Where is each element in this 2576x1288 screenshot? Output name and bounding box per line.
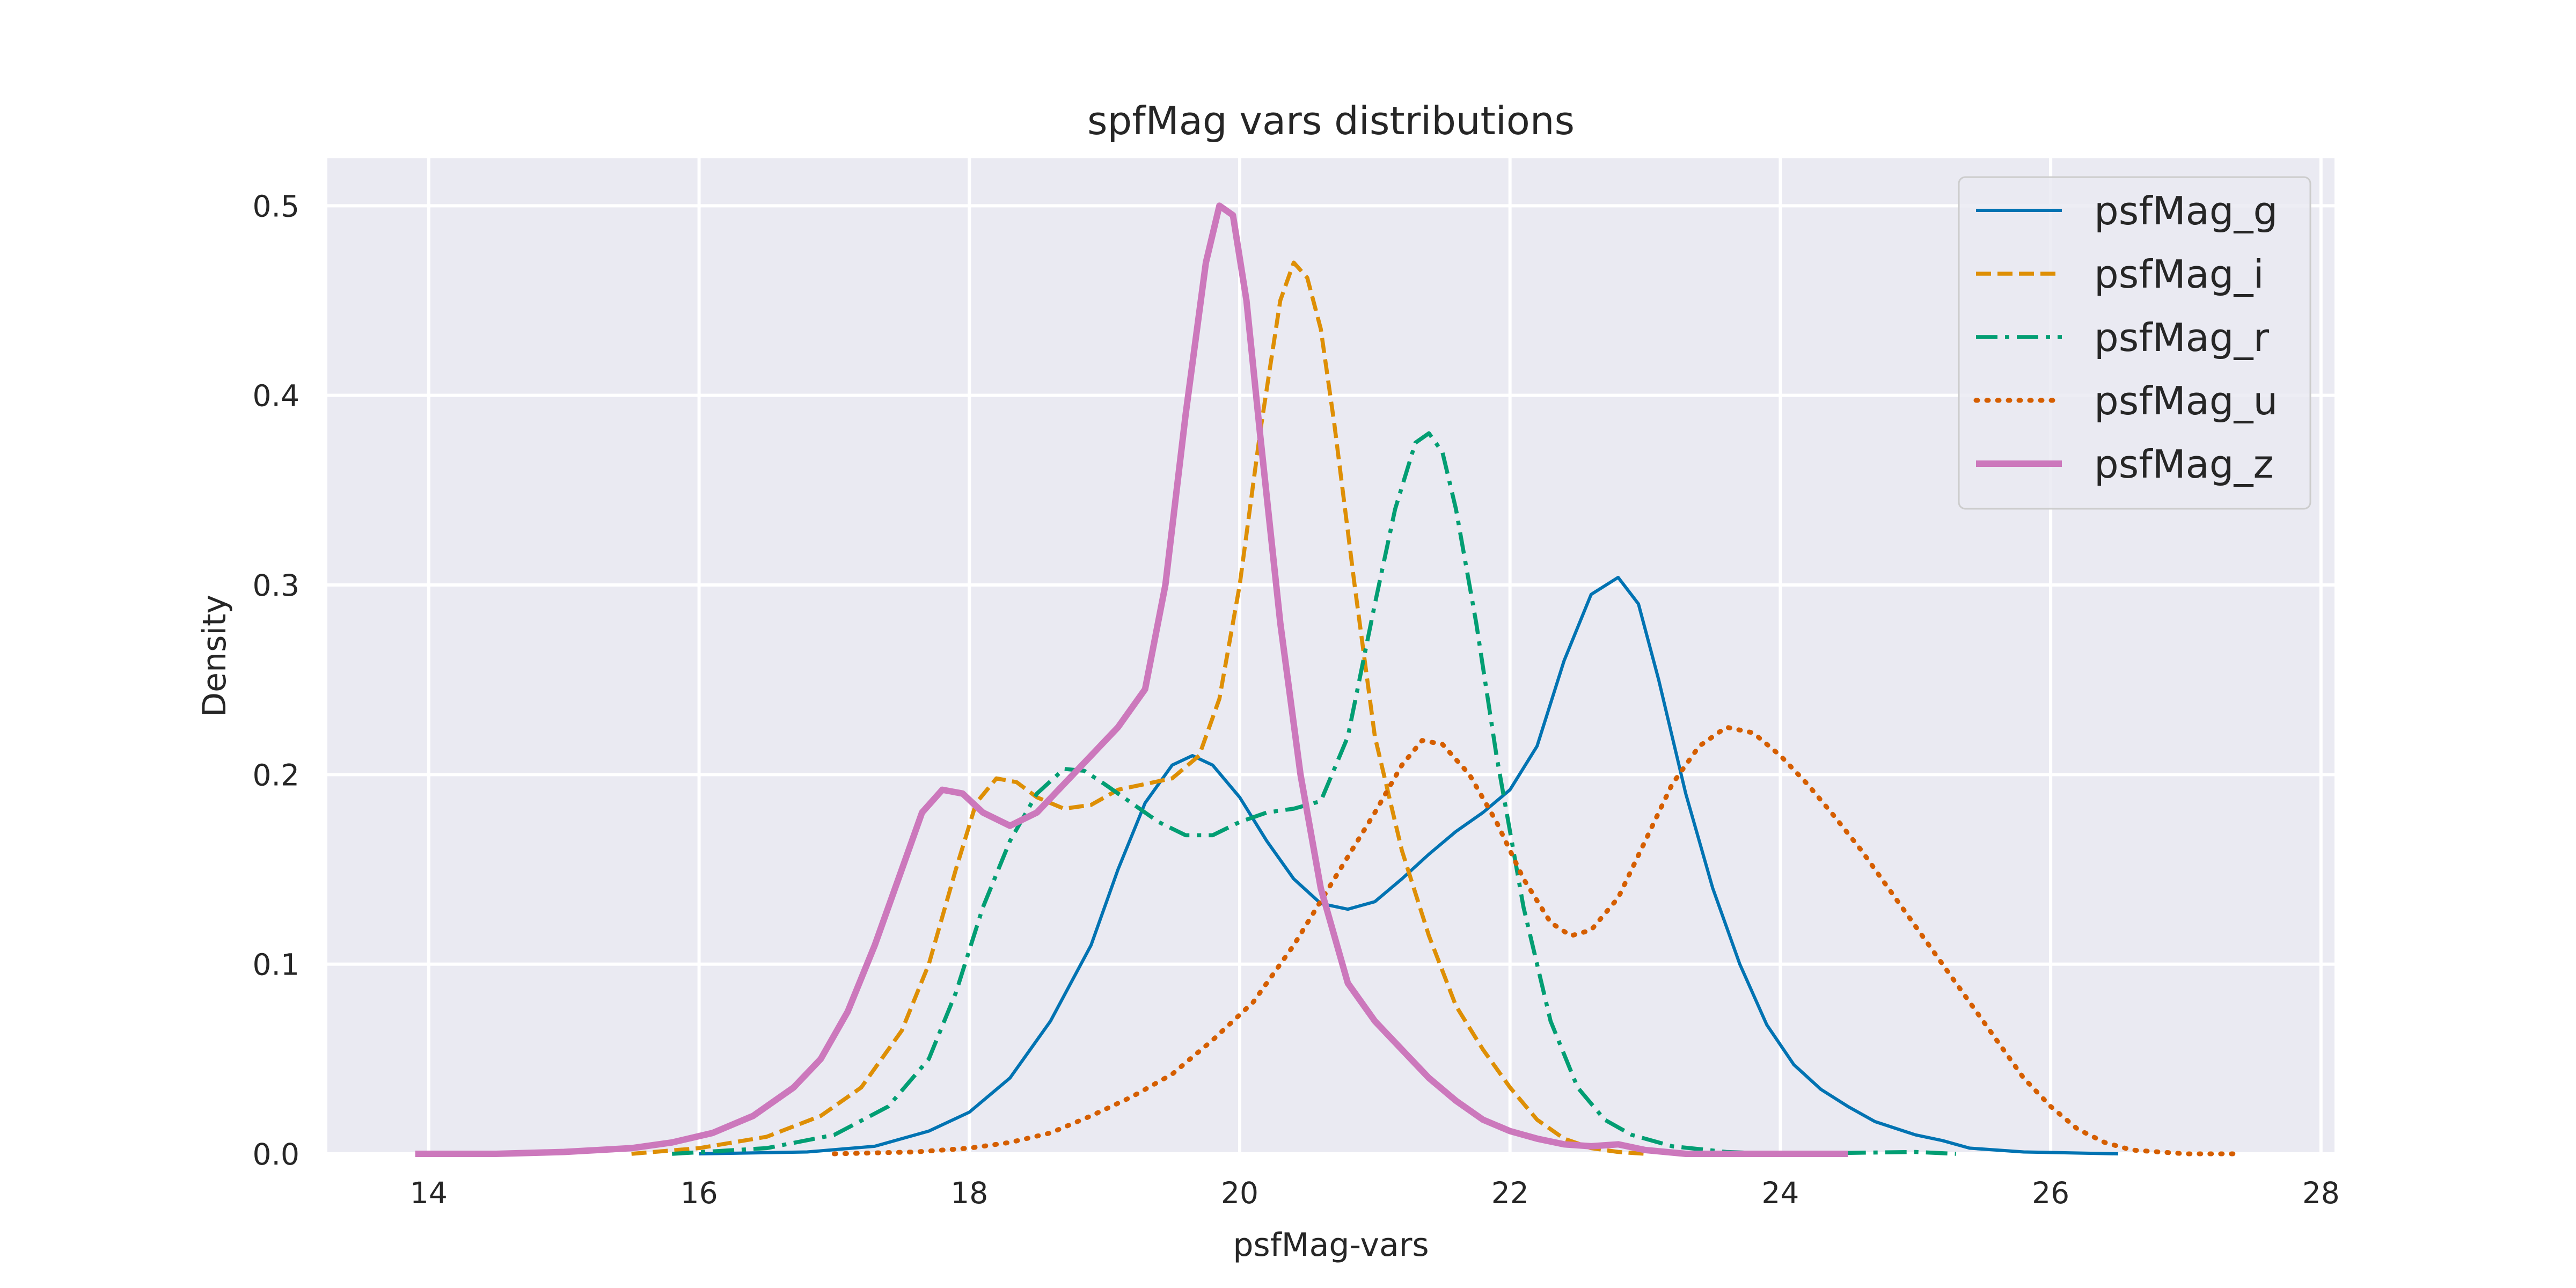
legend-label: psfMag_u xyxy=(2094,378,2278,423)
x-tick-label: 18 xyxy=(950,1176,988,1210)
x-tick-label: 26 xyxy=(2032,1176,2069,1210)
series-line-psfmag-z xyxy=(415,202,1848,1157)
y-tick-label: 0.1 xyxy=(253,948,299,982)
y-tick-label: 0.2 xyxy=(253,758,299,792)
y-axis-ticks: 0.0 0.1 0.2 0.3 0.4 0.5 xyxy=(253,189,299,1172)
series-layer xyxy=(415,202,2243,1157)
legend-label: psfMag_r xyxy=(2094,315,2270,360)
x-tick-label: 28 xyxy=(2302,1176,2340,1210)
x-tick-label: 22 xyxy=(1491,1176,1529,1210)
y-axis-label: Density xyxy=(196,595,233,717)
y-tick-label: 0.4 xyxy=(253,379,299,413)
x-tick-label: 14 xyxy=(410,1176,448,1210)
legend-label: psfMag_i xyxy=(2094,252,2264,297)
series-line-psfmag-i xyxy=(631,260,1645,1156)
legend-label: psfMag_z xyxy=(2094,442,2273,487)
legend: psfMag_g psfMag_i psfMag_r psfMag_u psfMag_z xyxy=(1958,176,2311,510)
x-axis-label: psfMag-vars xyxy=(1233,1226,1429,1264)
grid xyxy=(327,158,2334,1155)
legend-label: psfMag_g xyxy=(2094,188,2278,233)
series-line-psfmag-u xyxy=(831,724,2243,1157)
x-tick-label: 20 xyxy=(1221,1176,1258,1210)
y-tick-label: 0.3 xyxy=(253,568,299,603)
x-tick-label: 16 xyxy=(680,1176,718,1210)
x-axis-ticks: 14 16 18 20 22 24 26 28 xyxy=(410,1176,2340,1210)
legend-frame xyxy=(1958,176,2311,510)
y-tick-label: 0.0 xyxy=(253,1137,299,1172)
x-tick-label: 24 xyxy=(1761,1176,1799,1210)
chart-title: spfMag vars distributions xyxy=(1087,98,1575,143)
y-tick-label: 0.5 xyxy=(253,189,299,223)
series-line-psfmag-g xyxy=(699,575,2119,1155)
